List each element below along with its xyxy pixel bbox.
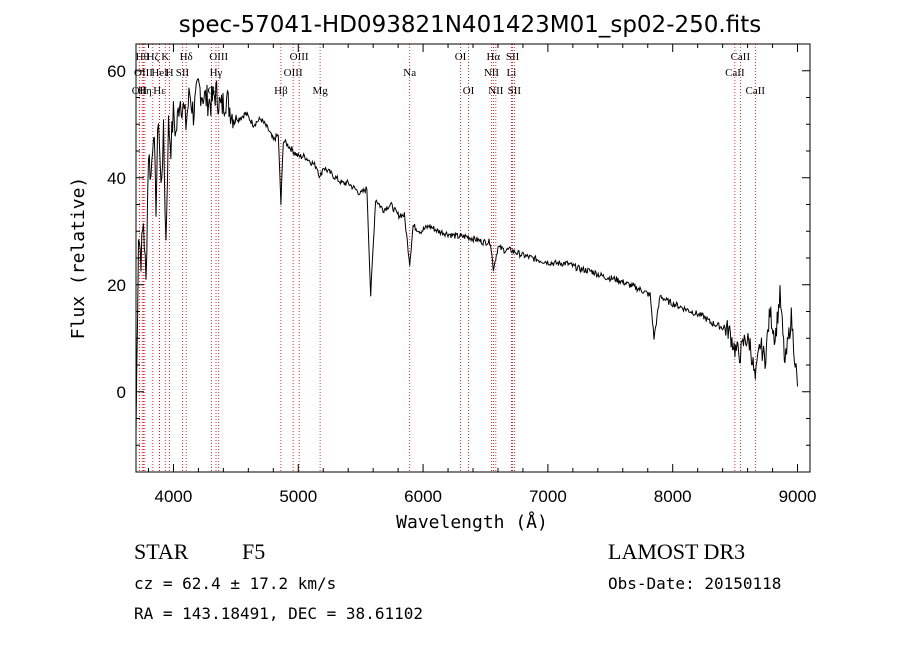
spectral-line-label: Hζ bbox=[147, 51, 160, 63]
spectral-line-label: SII bbox=[506, 51, 520, 63]
x-axis-ticks: 4000 5000 6000 7000 8000 9000 bbox=[147, 44, 817, 506]
spectral-line-label: OIII bbox=[209, 51, 228, 63]
spectral-line-label: SII bbox=[176, 67, 190, 79]
spectral-line-label: Hδ bbox=[180, 51, 193, 63]
object-subclass: F5 bbox=[242, 539, 265, 564]
spectral-line-label: NII bbox=[488, 85, 504, 97]
x-tick-label: 4000 bbox=[155, 487, 193, 506]
spectral-line-label: CaII bbox=[725, 67, 745, 79]
spectrum-series-line bbox=[135, 78, 798, 435]
spectral-line-label: OIII bbox=[284, 67, 303, 79]
spectral-line-label: CaII bbox=[746, 85, 766, 97]
y-tick-label: 60 bbox=[107, 62, 126, 81]
x-tick-label: 8000 bbox=[654, 487, 692, 506]
y-tick-label: 0 bbox=[117, 383, 126, 402]
spectral-line-label: NII bbox=[484, 67, 500, 79]
spectral-line-label: OI bbox=[463, 85, 475, 97]
spectral-line-label: OI bbox=[455, 51, 467, 63]
plot-frame bbox=[135, 43, 811, 473]
spectral-line-label: H bbox=[166, 67, 174, 79]
spectral-line-label: Hα bbox=[486, 51, 500, 63]
x-tick-label: 6000 bbox=[404, 487, 442, 506]
redshift-text: cz = 62.4 ± 17.2 km/s bbox=[134, 574, 336, 593]
spectral-line-label: Hβ bbox=[274, 85, 288, 97]
y-axis-ticks: 0 20 40 60 bbox=[107, 62, 810, 446]
survey-name: LAMOST DR3 bbox=[608, 539, 745, 564]
coordinates: RA = 143.18491, DEC = 38.61102 bbox=[134, 604, 423, 623]
spectral-line-label: Hε bbox=[153, 85, 166, 97]
spectral-line-label: SII bbox=[508, 85, 522, 97]
object-class: STAR bbox=[134, 539, 189, 564]
x-tick-label: 7000 bbox=[529, 487, 567, 506]
y-axis-title: Flux (relative) bbox=[68, 177, 89, 340]
spectral-line-label: OIII bbox=[290, 51, 309, 63]
y-tick-label: 40 bbox=[107, 169, 126, 188]
spectral-line-label: Li bbox=[507, 67, 517, 79]
spectral-line-label: Hθ bbox=[136, 51, 149, 63]
spectral-line-label: CaII bbox=[731, 51, 751, 63]
spectral-line-label: Na bbox=[403, 67, 416, 79]
spectral-line-label: Mg bbox=[312, 85, 328, 97]
spectral-line-label: HeI bbox=[151, 67, 168, 79]
spectral-line-label: OIII bbox=[134, 67, 153, 79]
spectral-line-markers bbox=[138, 44, 756, 472]
x-tick-label: 5000 bbox=[279, 487, 317, 506]
spectral-line-label: Hγ bbox=[210, 67, 223, 79]
x-tick-label: 9000 bbox=[779, 487, 817, 506]
spectral-line-label: K bbox=[161, 51, 169, 63]
y-tick-label: 20 bbox=[107, 276, 126, 295]
spectral-line-label: Hη bbox=[138, 85, 152, 97]
obs-date: Obs-Date: 20150118 bbox=[608, 574, 781, 593]
chart-title: spec-57041-HD093821N401423M01_sp02-250.f… bbox=[179, 12, 761, 38]
x-axis-title: Wavelength (Å) bbox=[396, 511, 548, 533]
